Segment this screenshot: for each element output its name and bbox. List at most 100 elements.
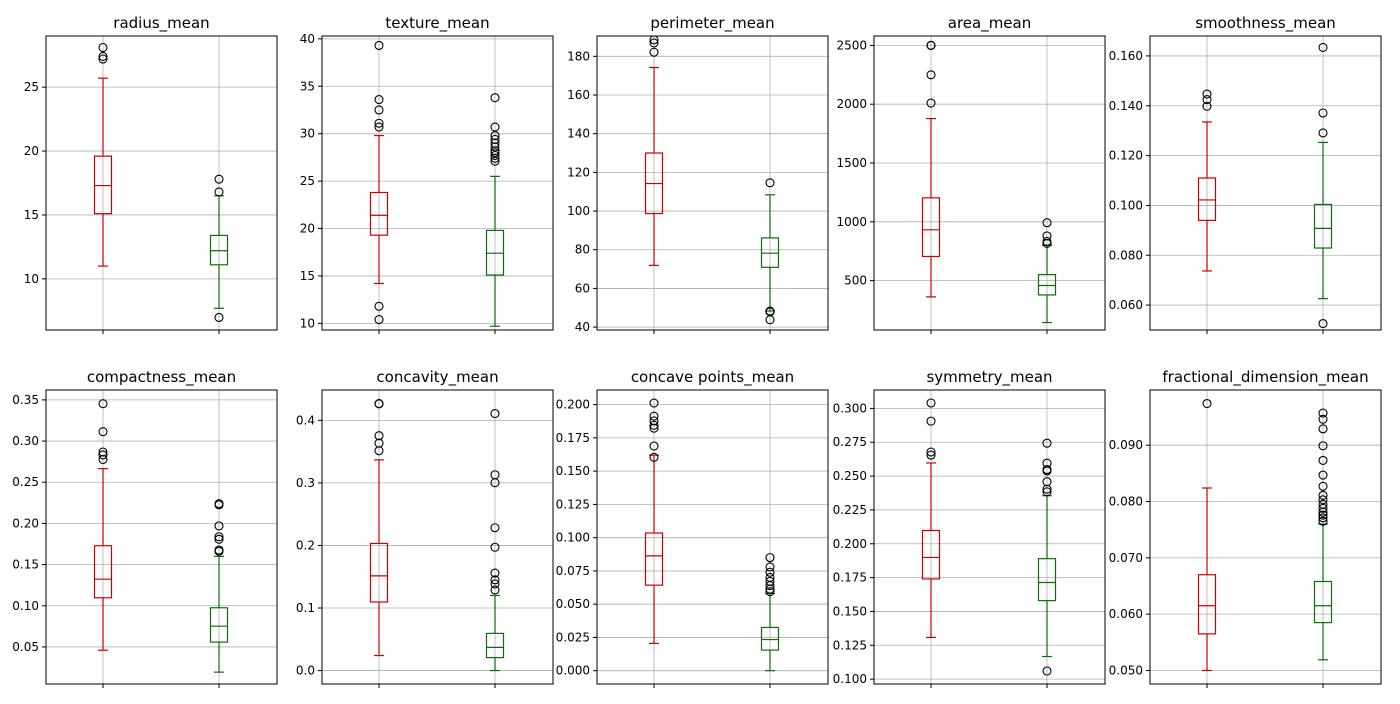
outlier-point: [649, 452, 659, 462]
y-tick-label: 2500: [836, 38, 867, 52]
outlier-point: [1318, 414, 1328, 424]
y-tick-label: 20: [24, 144, 39, 158]
outlier-point: [1042, 465, 1052, 475]
y-tick-label: 0.25: [12, 475, 39, 489]
outlier-point: [926, 447, 936, 457]
outlier-point: [98, 447, 108, 457]
y-tick-label: 0.125: [556, 497, 590, 511]
outlier-point: [98, 450, 108, 460]
y-tick-label: 160: [567, 88, 590, 102]
box-iqr: [369, 191, 389, 236]
box-1: [1197, 398, 1217, 672]
box-iqr: [760, 626, 780, 651]
y-tick-label: 0.3: [296, 476, 315, 490]
outlier-point: [649, 423, 659, 433]
outlier-point: [214, 545, 224, 555]
outlier-point: [1318, 470, 1328, 480]
box-iqr: [921, 529, 941, 580]
y-tick-label: 0.175: [556, 431, 590, 445]
subplot-title: fractional_dimension_mean: [1162, 368, 1368, 387]
y-tick-label: 1000: [836, 215, 867, 229]
outlier-point: [374, 122, 384, 132]
outlier-point: [765, 178, 775, 188]
y-tick-label: 0.35: [12, 393, 39, 407]
plot-frame: [596, 35, 829, 331]
subplot-symmetry_mean: 0.100 0.125 0.150 0.175 0.200 0.225 0.250 0.275…: [833, 368, 1106, 688]
y-tick-label: 100: [567, 204, 590, 218]
outlier-point: [490, 523, 500, 533]
y-tick-label: 40: [300, 32, 315, 46]
y-tick-label: 0.125: [833, 638, 867, 652]
y-tick-label: 0.080: [1109, 495, 1143, 509]
outlier-point: [374, 40, 384, 51]
outlier-point: [214, 312, 224, 323]
y-tick-label: 15: [300, 269, 315, 283]
outlier-point: [490, 575, 500, 585]
box-2: [1313, 42, 1333, 329]
subplot-concavity_mean: 0.0 0.1 0.2 0.3 0.4 concavity_mean: [296, 368, 554, 688]
box-iqr: [1313, 580, 1333, 624]
y-tick-label: 500: [844, 274, 867, 288]
outlier-point: [649, 411, 659, 421]
outlier-point: [765, 572, 775, 582]
y-tick-label: 2000: [836, 97, 867, 111]
outlier-point: [1318, 481, 1328, 491]
outlier-point: [765, 567, 775, 577]
y-tick-label: 0.150: [556, 464, 590, 478]
y-tick-label: 0.05: [12, 640, 39, 654]
outlier-point: [490, 409, 500, 419]
outlier-point: [490, 134, 500, 144]
outlier-point: [214, 499, 224, 509]
subplot-title: compactness_mean: [87, 368, 236, 387]
y-tick-label: 80: [575, 243, 590, 257]
y-tick-label: 0.30: [12, 434, 39, 448]
box-iqr: [1197, 177, 1217, 221]
subplot-title: concave points_mean: [631, 368, 794, 387]
box-2: [760, 553, 780, 672]
outlier-point: [1318, 408, 1328, 418]
outlier-point: [926, 450, 936, 460]
outlier-point: [490, 470, 500, 480]
outlier-point: [490, 93, 500, 103]
y-tick-label: 0.080: [1109, 248, 1143, 262]
subplot-title: area_mean: [948, 14, 1032, 33]
box-2: [760, 178, 780, 325]
plot-frame: [45, 389, 278, 685]
outlier-point: [374, 118, 384, 128]
outlier-point: [1318, 495, 1328, 505]
box-iqr: [93, 545, 113, 599]
outlier-point: [214, 532, 224, 542]
y-tick-label: 0.0: [296, 664, 315, 678]
y-tick-label: 0.100: [1109, 198, 1143, 212]
outlier-point: [98, 427, 108, 437]
outlier-point: [490, 542, 500, 552]
outlier-point: [374, 399, 384, 409]
subplot-title: perimeter_mean: [650, 14, 774, 33]
outlier-point: [1042, 666, 1052, 676]
y-tick-label: 40: [575, 320, 590, 334]
y-tick-label: 0.4: [296, 413, 315, 427]
outlier-point: [1202, 94, 1212, 105]
outlier-point: [490, 568, 500, 578]
y-tick-label: 0.300: [833, 401, 867, 415]
outlier-point: [765, 576, 775, 586]
box-2: [209, 499, 229, 673]
outlier-point: [98, 42, 108, 53]
y-tick-label: 0.250: [833, 469, 867, 483]
outlier-point: [1318, 513, 1328, 523]
outlier-point: [1042, 231, 1052, 241]
outlier-point: [1042, 477, 1052, 487]
box-iqr: [1313, 203, 1333, 249]
y-tick-label: 20: [300, 222, 315, 236]
outlier-point: [765, 306, 775, 316]
outlier-point: [214, 174, 224, 184]
subplot-title: smoothness_mean: [1195, 14, 1336, 33]
y-tick-label: 0.100: [556, 531, 590, 545]
box-iqr: [644, 532, 664, 586]
plot-frame: [873, 35, 1106, 331]
outlier-point: [1042, 487, 1052, 497]
outlier-point: [649, 38, 659, 48]
outlier-point: [1042, 218, 1052, 228]
y-tick-label: 0.1: [296, 601, 315, 615]
outlier-point: [214, 187, 224, 197]
